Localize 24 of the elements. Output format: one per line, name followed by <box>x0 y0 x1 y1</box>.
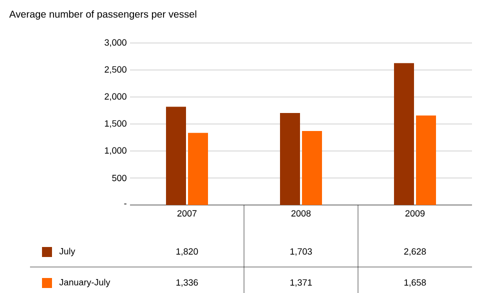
data-label: 1,658 <box>404 279 426 287</box>
x-tick-label: 2009 <box>405 210 425 217</box>
bar <box>166 106 186 205</box>
data-label: 1,371 <box>290 279 312 287</box>
data-label: 2,628 <box>404 248 426 256</box>
x-tick-label: 2008 <box>291 210 311 217</box>
bar <box>280 113 300 205</box>
y-tick-label: 1,500 <box>104 120 126 128</box>
chart-title: Average number of passengers per vessel <box>9 10 196 20</box>
y-tick-label: 2,000 <box>104 93 126 101</box>
legend-label: July <box>59 248 76 256</box>
legend-label: January-July <box>59 278 110 288</box>
y-tick-label: 1,000 <box>104 147 126 155</box>
x-tick-label: 2007 <box>177 210 197 217</box>
data-label: 1,820 <box>176 248 198 256</box>
bar <box>394 63 414 205</box>
y-tick-label: 2,500 <box>104 66 126 74</box>
data-label: 1,703 <box>290 248 312 256</box>
y-tick-label: 3,000 <box>104 39 126 47</box>
bar <box>302 130 322 205</box>
data-label: 1,336 <box>176 279 198 287</box>
y-tick-label: 500 <box>112 174 126 182</box>
bar <box>188 132 208 205</box>
bar <box>416 115 436 205</box>
